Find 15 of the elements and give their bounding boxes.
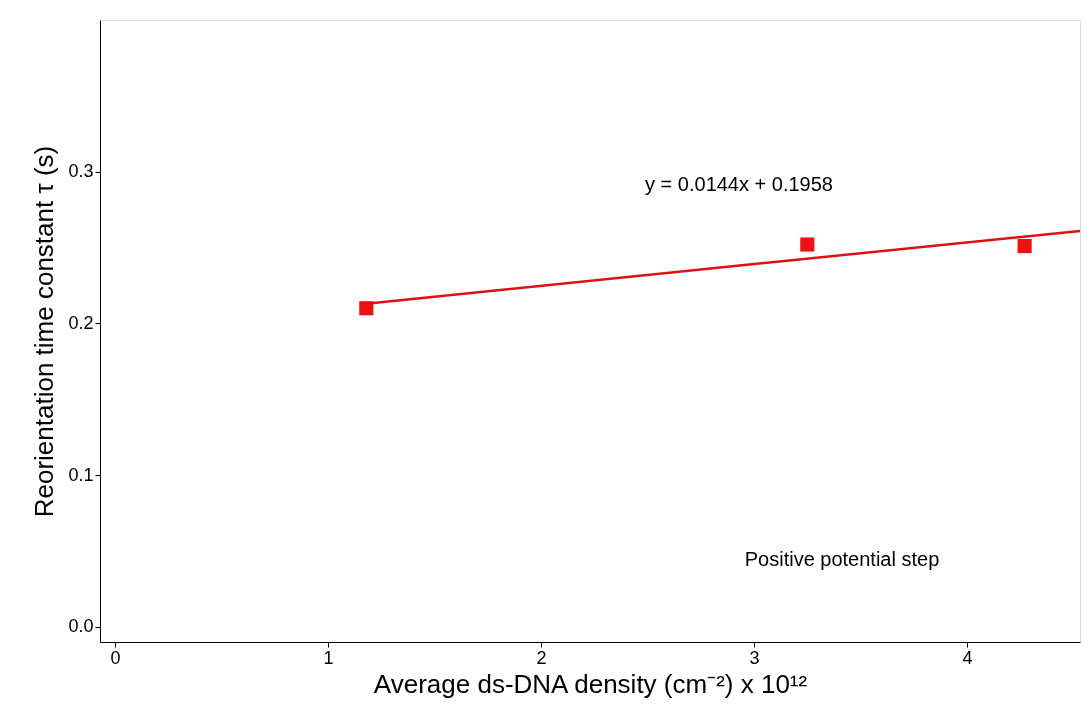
y-tick-label: 0.1 (68, 464, 94, 485)
point (1017, 238, 1032, 254)
y-tick-label: 0.3 (68, 161, 94, 182)
annotation: Positive potential step (744, 548, 940, 570)
point (800, 237, 815, 252)
x-tick-label: 4 (962, 647, 973, 668)
annotation: y = 0.0144x + 0.1958 (645, 173, 833, 195)
x-tick-label: 0 (110, 647, 121, 668)
y-axis-title: Reorientation time constant τ (s) (29, 145, 60, 518)
x-tick-label: 1 (323, 647, 334, 668)
x-tick-label: 2 (536, 647, 547, 668)
y-tick-label: 0.0 (68, 616, 94, 637)
x-tick-label: 3 (749, 647, 760, 668)
x-axis-title: Average ds-DNA density (cm⁻²) x 10¹² (373, 668, 808, 699)
y-tick-label: 0.2 (68, 312, 94, 333)
